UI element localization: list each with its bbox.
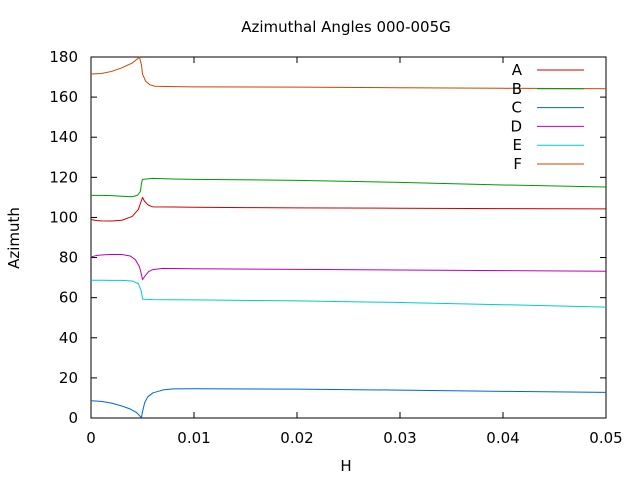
- y-tick-label: 160: [49, 88, 78, 106]
- x-tick-label: 0.02: [280, 429, 313, 447]
- y-tick-label: 0: [68, 409, 78, 427]
- y-tick-label: 60: [59, 289, 78, 307]
- legend-label-a: A: [512, 61, 523, 79]
- series-line-c: [90, 388, 607, 418]
- y-tick-label: 140: [49, 128, 78, 146]
- x-axis-title: H: [340, 457, 351, 475]
- y-tick-label: 80: [59, 249, 78, 267]
- x-tick-label: 0.01: [177, 429, 210, 447]
- x-axis: 0 0.01 0.02 0.03 0.04 0.05: [86, 57, 623, 447]
- legend-label-d: D: [510, 117, 522, 135]
- x-tick-label: 0.03: [383, 429, 416, 447]
- y-axis: 0 20 40 60 80 100 120 140 160 180: [49, 48, 606, 427]
- x-tick-label: 0.05: [589, 429, 622, 447]
- x-tick-label: 0.04: [486, 429, 519, 447]
- series-line-d: [90, 253, 607, 281]
- series-line-e: [91, 279, 607, 308]
- y-tick-label: 180: [49, 48, 78, 66]
- series-line-a: [90, 196, 607, 222]
- y-tick-label: 20: [59, 369, 78, 387]
- y-tick-label: 100: [49, 208, 78, 226]
- legend-label-c: C: [512, 99, 522, 117]
- legend-label-f: F: [513, 155, 522, 173]
- x-tick-label: 0: [86, 429, 96, 447]
- legend-label-b: B: [512, 80, 522, 98]
- series-lines: [90, 56, 607, 418]
- y-tick-label: 40: [59, 329, 78, 347]
- y-axis-title: Azimuth: [5, 207, 23, 269]
- legend-label-e: E: [513, 136, 522, 154]
- series-line-f: [90, 56, 607, 90]
- chart-title: Azimuthal Angles 000-005G: [241, 18, 451, 36]
- plot-frame: [90, 56, 607, 419]
- y-tick-label: 120: [49, 168, 78, 186]
- series-line-b: [91, 177, 607, 198]
